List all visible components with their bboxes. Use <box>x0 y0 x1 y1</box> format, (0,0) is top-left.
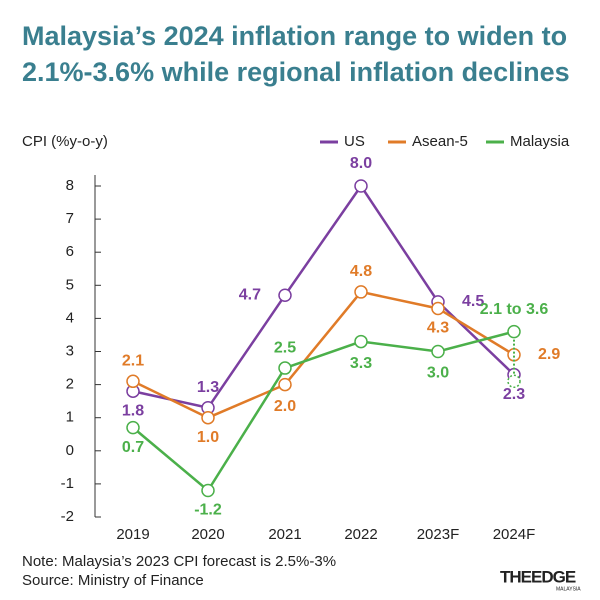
y-tick-label: 0 <box>66 442 74 459</box>
data-label: 2.9 <box>538 346 560 363</box>
x-tick-label: 2023F <box>417 526 460 543</box>
legend-label: Asean-5 <box>412 133 468 150</box>
data-label: 4.7 <box>239 286 261 303</box>
series-line <box>132 330 515 493</box>
y-tick-label: 2 <box>66 376 74 393</box>
data-label: 1.0 <box>197 429 219 446</box>
data-label: -1.2 <box>194 502 222 519</box>
data-label: 2.3 <box>503 386 525 403</box>
x-tick-label: 2024F <box>493 526 536 543</box>
point <box>126 420 140 435</box>
note: Note: Malaysia’s 2023 CPI forecast is 2.… <box>22 553 336 570</box>
data-label: 2.1 <box>122 353 144 370</box>
logo: THEEDGE <box>500 567 576 586</box>
legend-label: US <box>344 133 365 150</box>
logo-sub: MALAYSIA <box>556 586 581 592</box>
y-tick-label: -1 <box>61 475 74 492</box>
point <box>354 334 368 349</box>
y-tick-label: 1 <box>66 409 74 426</box>
point <box>507 348 521 362</box>
data-label: 4.5 <box>462 293 484 310</box>
y-tick-label: -2 <box>61 508 74 525</box>
data-label: 2.5 <box>274 339 296 356</box>
x-tick-label: 2022 <box>344 526 377 543</box>
point <box>507 324 521 339</box>
y-tick-label: 3 <box>66 342 74 359</box>
data-label: 1.8 <box>122 402 144 419</box>
x-tick-label: 2021 <box>268 526 301 543</box>
point <box>126 374 140 389</box>
y-tick-label: 4 <box>66 309 74 326</box>
point <box>431 301 445 316</box>
data-label: 3.3 <box>350 355 372 372</box>
data-label: 8.0 <box>350 155 372 172</box>
point <box>201 410 215 425</box>
point <box>354 285 368 299</box>
chart-title: Malaysia’s 2024 inflation range to widen… <box>22 21 570 87</box>
y-tick-label: 6 <box>66 243 74 260</box>
point <box>278 288 292 302</box>
x-tick-label: 2019 <box>116 526 149 543</box>
data-label: 1.3 <box>197 379 219 396</box>
y-axis-label: CPI (%y-o-y) <box>22 133 108 150</box>
legend-label: Malaysia <box>510 133 570 150</box>
point <box>278 361 292 375</box>
data-label: 0.7 <box>122 439 144 456</box>
data-label: 4.8 <box>350 263 372 280</box>
data-label: 2.1 to 3.6 <box>480 301 549 318</box>
series-line <box>132 183 515 410</box>
data-label: 3.0 <box>427 365 449 382</box>
data-label: 2.0 <box>274 398 296 415</box>
point <box>278 377 292 392</box>
y-tick-label: 8 <box>66 177 74 194</box>
source: Source: Ministry of Finance <box>22 572 204 589</box>
point <box>431 344 445 359</box>
point <box>201 483 215 498</box>
y-tick-label: 5 <box>66 276 74 293</box>
range-low-point <box>507 374 521 389</box>
x-tick-label: 2020 <box>191 526 224 543</box>
series-line <box>132 290 515 420</box>
data-label: 4.3 <box>427 320 449 337</box>
y-tick-label: 7 <box>66 210 74 227</box>
point <box>354 179 368 193</box>
